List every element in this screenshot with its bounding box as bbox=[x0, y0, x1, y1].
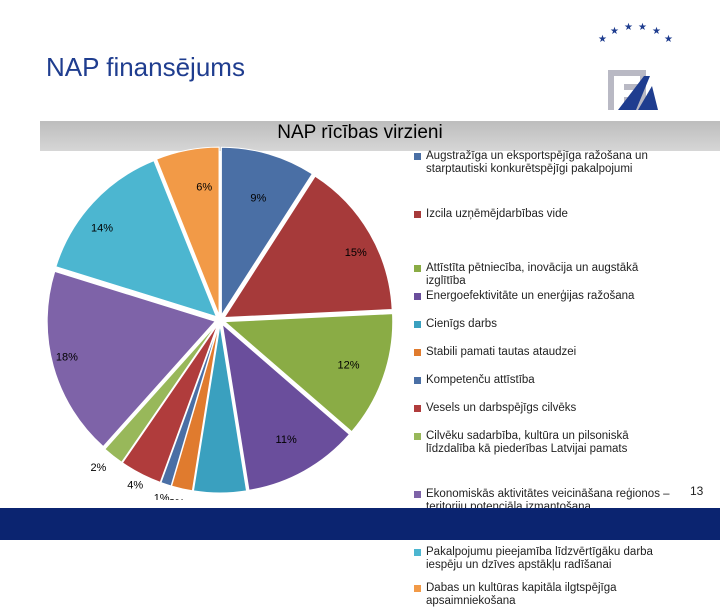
pie-slice bbox=[55, 159, 218, 318]
pie-chart: 9%15%12%11%5%2%1%4%2%18%14%6% bbox=[46, 146, 394, 500]
svg-text:★: ★ bbox=[652, 26, 661, 37]
pie-slice bbox=[160, 324, 219, 487]
pie-data-label: 9% bbox=[250, 192, 266, 204]
legend-swatch bbox=[414, 265, 421, 272]
footer-bar bbox=[0, 508, 720, 540]
pie-slice bbox=[104, 323, 218, 464]
legend-label: Vesels un darbspējīgs cilvēks bbox=[426, 402, 577, 414]
legend-swatch bbox=[414, 211, 421, 218]
legend-label: Attīstīta pētniecība, inovācija un augst… bbox=[426, 262, 639, 287]
legend-swatch bbox=[414, 377, 421, 384]
pie-slice bbox=[121, 324, 219, 483]
pie-slice bbox=[192, 324, 248, 494]
legend-label: Augstražīga un eksportspējīga ražošana u… bbox=[426, 150, 648, 175]
pie-data-label: 14% bbox=[91, 223, 113, 235]
svg-text:★: ★ bbox=[598, 34, 607, 45]
page-number: 13 bbox=[690, 484, 704, 498]
legend-swatch bbox=[414, 321, 421, 328]
legend-swatch bbox=[414, 349, 421, 356]
pie-data-label: 2% bbox=[169, 497, 185, 500]
legend-label: Kompetenču attīstība bbox=[426, 374, 535, 386]
legend-label: Pakalpojumu pieejamība līdzvērtīgāku dar… bbox=[426, 546, 653, 571]
pie-slice bbox=[220, 146, 313, 317]
chart-title: NAP rīcības virzieni bbox=[277, 122, 443, 143]
legend-swatch bbox=[414, 491, 421, 498]
legend-swatch bbox=[414, 405, 421, 412]
legend-label: Izcila uzņēmējdarbības vide bbox=[426, 208, 568, 220]
pie-data-label: 11% bbox=[276, 434, 297, 446]
legend-swatch bbox=[414, 549, 421, 556]
pie-data-label: 2% bbox=[90, 462, 106, 474]
pie-slice bbox=[223, 175, 393, 319]
svg-text:★: ★ bbox=[638, 22, 647, 33]
legend-swatch bbox=[414, 293, 421, 300]
pie-slice bbox=[155, 146, 220, 316]
pie-slice bbox=[223, 313, 394, 433]
legend-label: Cilvēku sadarbība, kultūra un pilsoniskā… bbox=[426, 430, 629, 455]
legend-swatch bbox=[414, 153, 421, 160]
legend-label: Dabas un kultūras kapitāla ilgtspējīga a… bbox=[426, 582, 617, 607]
pie-data-label: 15% bbox=[345, 247, 367, 259]
logo-icon: ★ ★ ★ ★ ★ ★ bbox=[598, 22, 673, 110]
chart-title-band bbox=[40, 121, 720, 151]
pie-data-label: 12% bbox=[338, 359, 360, 371]
pie-slice bbox=[46, 270, 217, 448]
legend-label: Cienīgs darbs bbox=[426, 318, 497, 330]
svg-text:★: ★ bbox=[664, 34, 673, 45]
legend-label: Stabili pamati tautas ataudzei bbox=[426, 346, 577, 358]
pie-data-label: 6% bbox=[196, 181, 212, 193]
legend-label: Energoefektivitāte un enerģijas ražošana bbox=[426, 290, 635, 302]
svg-text:★: ★ bbox=[624, 22, 633, 33]
pie-slice bbox=[221, 323, 351, 491]
svg-text:★: ★ bbox=[610, 26, 619, 37]
pie-data-label: 4% bbox=[127, 479, 143, 491]
pie-data-label: 1% bbox=[154, 493, 170, 500]
legend-swatch bbox=[414, 433, 421, 440]
pie-data-label: 18% bbox=[56, 351, 78, 363]
legend-swatch bbox=[414, 585, 421, 592]
slide-title: NAP finansējums bbox=[46, 52, 245, 82]
